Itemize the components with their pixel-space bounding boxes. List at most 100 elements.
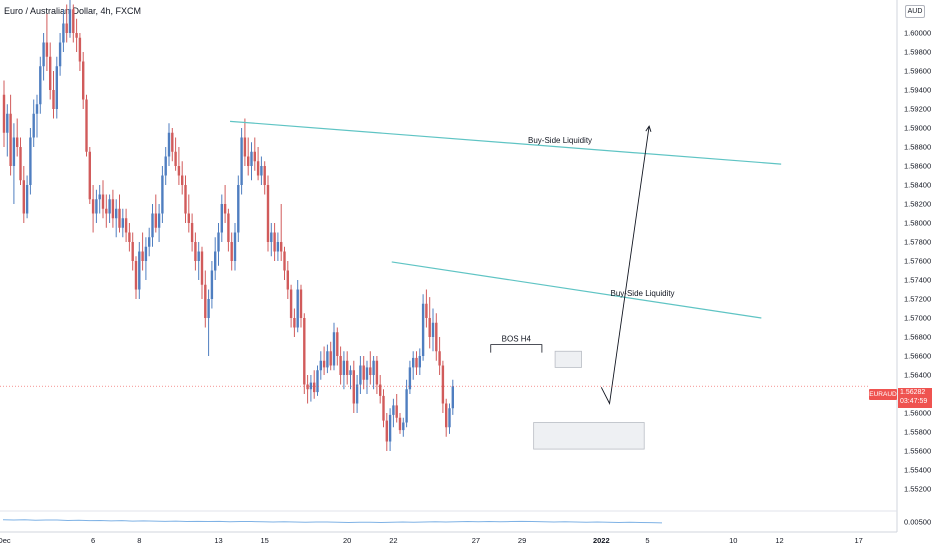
candle-body bbox=[306, 384, 309, 390]
candle-body bbox=[256, 161, 260, 176]
candle bbox=[22, 166, 25, 223]
candle bbox=[32, 99, 35, 147]
candle-body bbox=[339, 356, 342, 375]
candle-body bbox=[181, 175, 184, 185]
candle bbox=[39, 56, 42, 114]
candle bbox=[49, 42, 52, 100]
candle-body bbox=[124, 218, 128, 233]
candle bbox=[385, 413, 388, 451]
buy-side-liquidity-line-upper[interactable] bbox=[230, 120, 782, 165]
candle bbox=[247, 137, 250, 176]
candle-body bbox=[355, 384, 359, 404]
demand-zone[interactable] bbox=[533, 422, 645, 450]
candle-body bbox=[227, 213, 230, 242]
candle bbox=[12, 123, 16, 204]
candle-body bbox=[151, 213, 154, 238]
candle-body bbox=[220, 204, 223, 233]
currency-label[interactable]: AUD bbox=[905, 5, 925, 18]
candle bbox=[233, 223, 237, 271]
candle-body bbox=[85, 99, 88, 152]
candle-body bbox=[105, 208, 108, 214]
candle-body bbox=[101, 194, 105, 209]
candle bbox=[326, 344, 329, 374]
candle bbox=[309, 375, 313, 402]
candle-body bbox=[365, 367, 369, 380]
time-tick-label: Dec bbox=[0, 536, 11, 545]
candle-body bbox=[141, 251, 144, 261]
candle bbox=[161, 166, 164, 223]
candle-body bbox=[108, 199, 111, 214]
buy-side-liquidity-line-lower[interactable] bbox=[391, 261, 762, 319]
candle-body bbox=[2, 94, 6, 133]
projection-path[interactable] bbox=[600, 126, 650, 405]
order-block-zone[interactable] bbox=[554, 350, 582, 368]
candle bbox=[171, 128, 174, 162]
candle-body bbox=[164, 156, 167, 176]
price-tick-label: 1.59800 bbox=[904, 48, 931, 57]
candle-body bbox=[336, 332, 339, 356]
candle-body bbox=[98, 194, 101, 200]
candle bbox=[435, 313, 438, 361]
candle-body bbox=[313, 382, 316, 393]
candle-body bbox=[425, 303, 428, 318]
candle bbox=[227, 208, 230, 252]
symbol-price-tag: EURAUD bbox=[869, 389, 897, 400]
candle-body bbox=[121, 218, 124, 228]
candle bbox=[207, 289, 210, 356]
time-tick-label: 20 bbox=[343, 536, 351, 545]
bos-h4-line[interactable] bbox=[490, 344, 543, 353]
candle-body bbox=[118, 208, 121, 228]
time-tick-label: 13 bbox=[214, 536, 222, 545]
candle bbox=[115, 199, 118, 238]
bos-h4-label: BOS H4 bbox=[502, 335, 532, 344]
price-tick-label: 1.58000 bbox=[904, 219, 931, 228]
candle bbox=[339, 346, 342, 385]
candle bbox=[421, 294, 425, 361]
candle-body bbox=[369, 367, 372, 375]
price-tick-label: 1.58200 bbox=[904, 200, 931, 209]
candle bbox=[362, 356, 365, 390]
candle bbox=[349, 365, 352, 390]
candle bbox=[167, 123, 171, 166]
candle-body bbox=[332, 332, 336, 366]
candle bbox=[280, 204, 283, 261]
candle bbox=[256, 147, 260, 181]
buy-side-liquidity-label-upper: Buy-Side Liquidity bbox=[528, 136, 592, 145]
candle-body bbox=[276, 242, 280, 252]
candle bbox=[296, 280, 299, 333]
candle-body bbox=[293, 318, 296, 328]
candle bbox=[95, 189, 98, 223]
price-tick-label: 1.59600 bbox=[904, 67, 931, 76]
candle-body bbox=[448, 408, 451, 428]
last-price-value: 1.56282 bbox=[900, 389, 926, 396]
candle bbox=[124, 208, 128, 242]
candle bbox=[78, 33, 82, 71]
candle bbox=[65, 4, 68, 43]
candle bbox=[336, 327, 339, 366]
candle bbox=[187, 194, 190, 233]
candle-body bbox=[128, 232, 131, 242]
candle bbox=[355, 375, 359, 413]
candle bbox=[425, 289, 428, 328]
time-tick-label: 22 bbox=[389, 536, 397, 545]
candle bbox=[181, 161, 184, 195]
time-tick-label: 6 bbox=[91, 536, 95, 545]
price-tick-label: 1.59000 bbox=[904, 124, 931, 133]
candle-body bbox=[250, 151, 253, 166]
candle bbox=[2, 80, 6, 147]
candle bbox=[319, 351, 322, 380]
candle-body bbox=[29, 137, 32, 185]
candle-body bbox=[58, 42, 62, 67]
candle-body bbox=[200, 251, 204, 285]
candle-body bbox=[316, 370, 319, 393]
candle-body bbox=[322, 360, 326, 368]
candle-body bbox=[115, 208, 118, 219]
candle bbox=[72, 4, 75, 43]
candle-body bbox=[197, 251, 200, 261]
candle bbox=[68, 0, 72, 38]
candle bbox=[240, 128, 243, 195]
candle bbox=[375, 356, 379, 394]
candle-body bbox=[62, 23, 65, 43]
candle-body bbox=[75, 33, 78, 38]
